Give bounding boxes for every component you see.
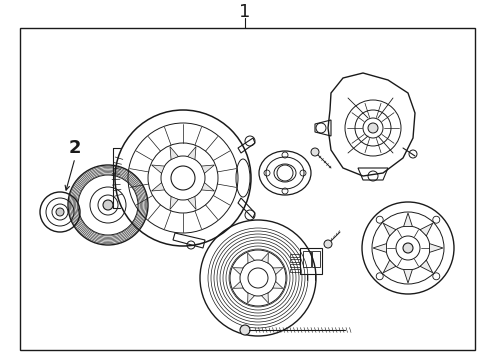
Polygon shape xyxy=(151,183,165,191)
Polygon shape xyxy=(233,282,243,288)
Bar xyxy=(290,254,300,257)
Bar xyxy=(290,264,300,267)
Circle shape xyxy=(403,243,413,253)
Polygon shape xyxy=(247,293,254,303)
Circle shape xyxy=(240,325,250,335)
Polygon shape xyxy=(404,213,413,226)
Bar xyxy=(300,248,322,274)
Polygon shape xyxy=(170,197,178,210)
Polygon shape xyxy=(201,183,215,191)
Bar xyxy=(312,251,320,267)
Text: 1: 1 xyxy=(239,3,251,21)
Circle shape xyxy=(311,148,319,156)
Circle shape xyxy=(56,208,64,216)
Polygon shape xyxy=(247,253,254,263)
Polygon shape xyxy=(262,293,269,303)
Polygon shape xyxy=(373,244,387,252)
Polygon shape xyxy=(201,165,215,174)
Circle shape xyxy=(324,240,332,248)
Bar xyxy=(290,259,300,262)
Polygon shape xyxy=(383,260,396,273)
Polygon shape xyxy=(404,270,413,283)
Circle shape xyxy=(368,123,378,133)
Bar xyxy=(303,251,311,267)
Polygon shape xyxy=(188,147,196,159)
Polygon shape xyxy=(262,253,269,263)
Circle shape xyxy=(103,200,113,210)
Polygon shape xyxy=(273,282,283,288)
Polygon shape xyxy=(430,244,443,252)
Text: 2: 2 xyxy=(69,139,81,157)
Polygon shape xyxy=(233,268,243,275)
Bar xyxy=(20,28,475,350)
Polygon shape xyxy=(188,197,196,210)
Polygon shape xyxy=(420,223,433,236)
Bar xyxy=(290,269,300,272)
Polygon shape xyxy=(420,260,433,273)
Polygon shape xyxy=(383,223,396,236)
Polygon shape xyxy=(151,165,165,174)
Polygon shape xyxy=(273,268,283,275)
Polygon shape xyxy=(170,147,178,159)
